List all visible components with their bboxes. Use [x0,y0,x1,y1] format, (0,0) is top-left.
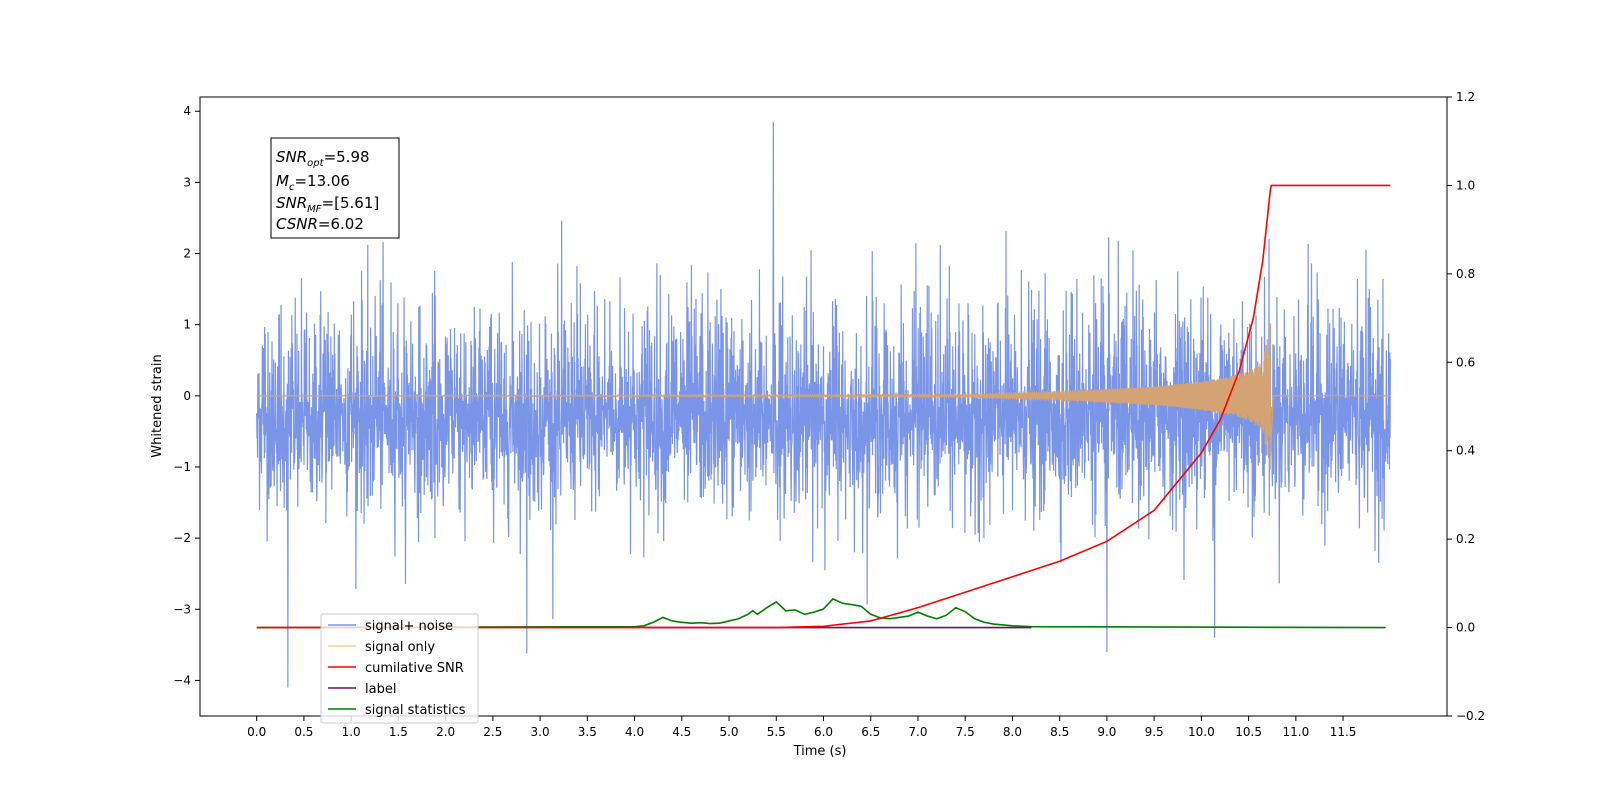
x-tick-label: 2.5 [483,725,502,739]
y-tick-label: −3 [173,602,191,616]
x-tick-label: 0.0 [247,725,266,739]
x-tick-label: 5.0 [719,725,738,739]
annotation-csnr: CSNR=6.02 [276,215,364,233]
x-tick-label: 7.5 [956,725,975,739]
x-tick-label: 10.5 [1235,725,1262,739]
y2-tick-label: 0.0 [1456,621,1475,635]
y-axis-label: Whitened strain [150,354,165,457]
y-tick-label: 1 [183,318,191,332]
x-tick-label: 6.5 [861,725,880,739]
x-tick-label: 9.5 [1145,725,1164,739]
y-tick-label: −4 [173,673,191,687]
y2-tick-label: −0.2 [1456,709,1485,723]
x-tick-label: 8.5 [1050,725,1069,739]
annotation-chirp-mass: Mc=13.06 [276,172,350,193]
x-tick-label: 6.0 [814,725,833,739]
y2-tick-label: 1.0 [1456,178,1475,192]
x-tick-label: 11.0 [1282,725,1309,739]
legend-label-signal-statistics: signal statistics [365,703,466,718]
annotation-frame [270,137,400,239]
x-tick-label: 8.0 [1003,725,1022,739]
statistics-series-layer [256,184,1391,629]
chart-legend: signal+ noise signal only cumilative SNR… [320,613,479,724]
y2-tick-label: 0.6 [1456,355,1475,369]
x-tick-label: 5.5 [767,725,786,739]
x-tick-label: 4.5 [672,725,691,739]
x-tick-label: 0.5 [294,725,313,739]
annotation-snr-mf: SNRMF=[5.61] [276,194,379,215]
y-tick-label: 0 [183,389,191,403]
x-tick-label: 2.0 [436,725,455,739]
x-tick-label: 9.0 [1097,725,1116,739]
cumulative-snr-line [256,184,1391,629]
x-tick-label: 11.5 [1330,725,1357,739]
x-tick-label: 1.0 [342,725,361,739]
y-tick-label: −2 [173,531,191,545]
signal-series-layer [256,323,1391,470]
legend-frame [320,613,479,724]
signal-only-line [256,323,1391,470]
y-tick-label: −1 [173,460,191,474]
y-tick-label: 2 [183,247,191,261]
y-tick-label: 4 [183,104,191,118]
legend-label-cumulative-snr: cumilative SNR [365,661,464,676]
legend-label-signal-only: signal only [365,640,435,655]
signal-statistics-line [256,597,1386,629]
x-axis-label: Time (s) [793,744,847,759]
y2-tick-label: 0.2 [1456,532,1475,546]
x-tick-label: 3.0 [531,725,550,739]
y2-tick-label: 0.4 [1456,444,1475,458]
x-tick-label: 3.5 [578,725,597,739]
y2-tick-label: 0.8 [1456,267,1475,281]
y2-tick-label: 1.2 [1456,90,1475,104]
snr-annotation-box: SNRopt=5.98 Mc=13.06 SNRMF=[5.61] CSNR=6… [270,137,400,239]
x-tick-label: 4.0 [625,725,644,739]
axes-layer: 0.0 0.5 1.0 1.5 2.0 2.5 3.0 3.5 4.0 4.5 5.0 5.5 6.0 6… [173,90,1485,739]
annotation-snr-opt: SNRopt=5.98 [276,148,370,169]
y-tick-label: 3 [183,175,191,189]
x-tick-label: 1.5 [389,725,408,739]
legend-label-signal-noise: signal+ noise [365,619,453,634]
x-tick-label: 10.0 [1188,725,1215,739]
x-tick-label: 7.0 [908,725,927,739]
legend-label-label: label [365,682,396,697]
